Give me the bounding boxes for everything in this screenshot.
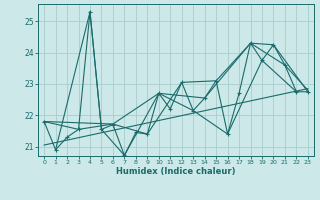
X-axis label: Humidex (Indice chaleur): Humidex (Indice chaleur) [116,167,236,176]
